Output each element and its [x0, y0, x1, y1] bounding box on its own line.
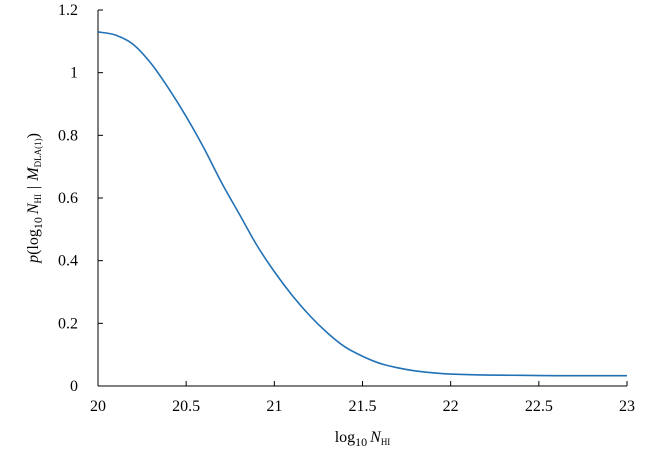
y-title-sub3: DLA(1)	[33, 138, 43, 167]
y-ticks: 0 0.2 0.4 0.6 0.8 1 1.2	[58, 2, 103, 395]
plot-axes	[97, 10, 627, 387]
x-tick-label: 21.5	[349, 398, 377, 415]
y-tick-label: 1	[70, 65, 78, 82]
y-title-model: M	[25, 166, 42, 182]
x-title-base: log	[335, 429, 355, 446]
y-tick-label: 0.8	[58, 127, 78, 144]
x-ticks: 20 20.5 21 21.5 22 22.5 23	[90, 381, 635, 415]
y-title-func: p	[25, 255, 42, 264]
x-title-sub2: HI	[381, 437, 391, 447]
y-title-sub1: 10	[31, 217, 45, 229]
x-tick-label: 21	[266, 398, 282, 415]
y-title-var: N	[25, 202, 42, 215]
x-tick-label: 22.5	[525, 398, 553, 415]
y-tick-label: 0.4	[58, 253, 78, 270]
y-tick-label: 0	[70, 378, 78, 395]
y-axis-title: p(log10 NHI | MDLA(1))	[25, 133, 45, 264]
y-tick-label: 0.6	[58, 190, 78, 207]
y-tick-label: 0.2	[58, 315, 78, 332]
series-layer	[97, 31, 627, 377]
x-title-var: N	[369, 429, 382, 446]
y-title-open: (log	[25, 229, 42, 255]
x-tick-label: 22	[443, 398, 459, 415]
x-tick-label: 20.5	[172, 398, 200, 415]
x-tick-label: 20	[90, 398, 106, 415]
x-title-sub1: 10	[355, 435, 367, 449]
y-tick-label: 1.2	[58, 2, 78, 19]
x-axis-title: log10 NHI	[335, 429, 391, 449]
x-tick-label: 23	[619, 398, 635, 415]
y-title-close: )	[25, 133, 42, 138]
series-line	[97, 31, 627, 377]
y-title-sub2: HI	[33, 194, 43, 204]
y-title-bar: |	[25, 186, 42, 189]
